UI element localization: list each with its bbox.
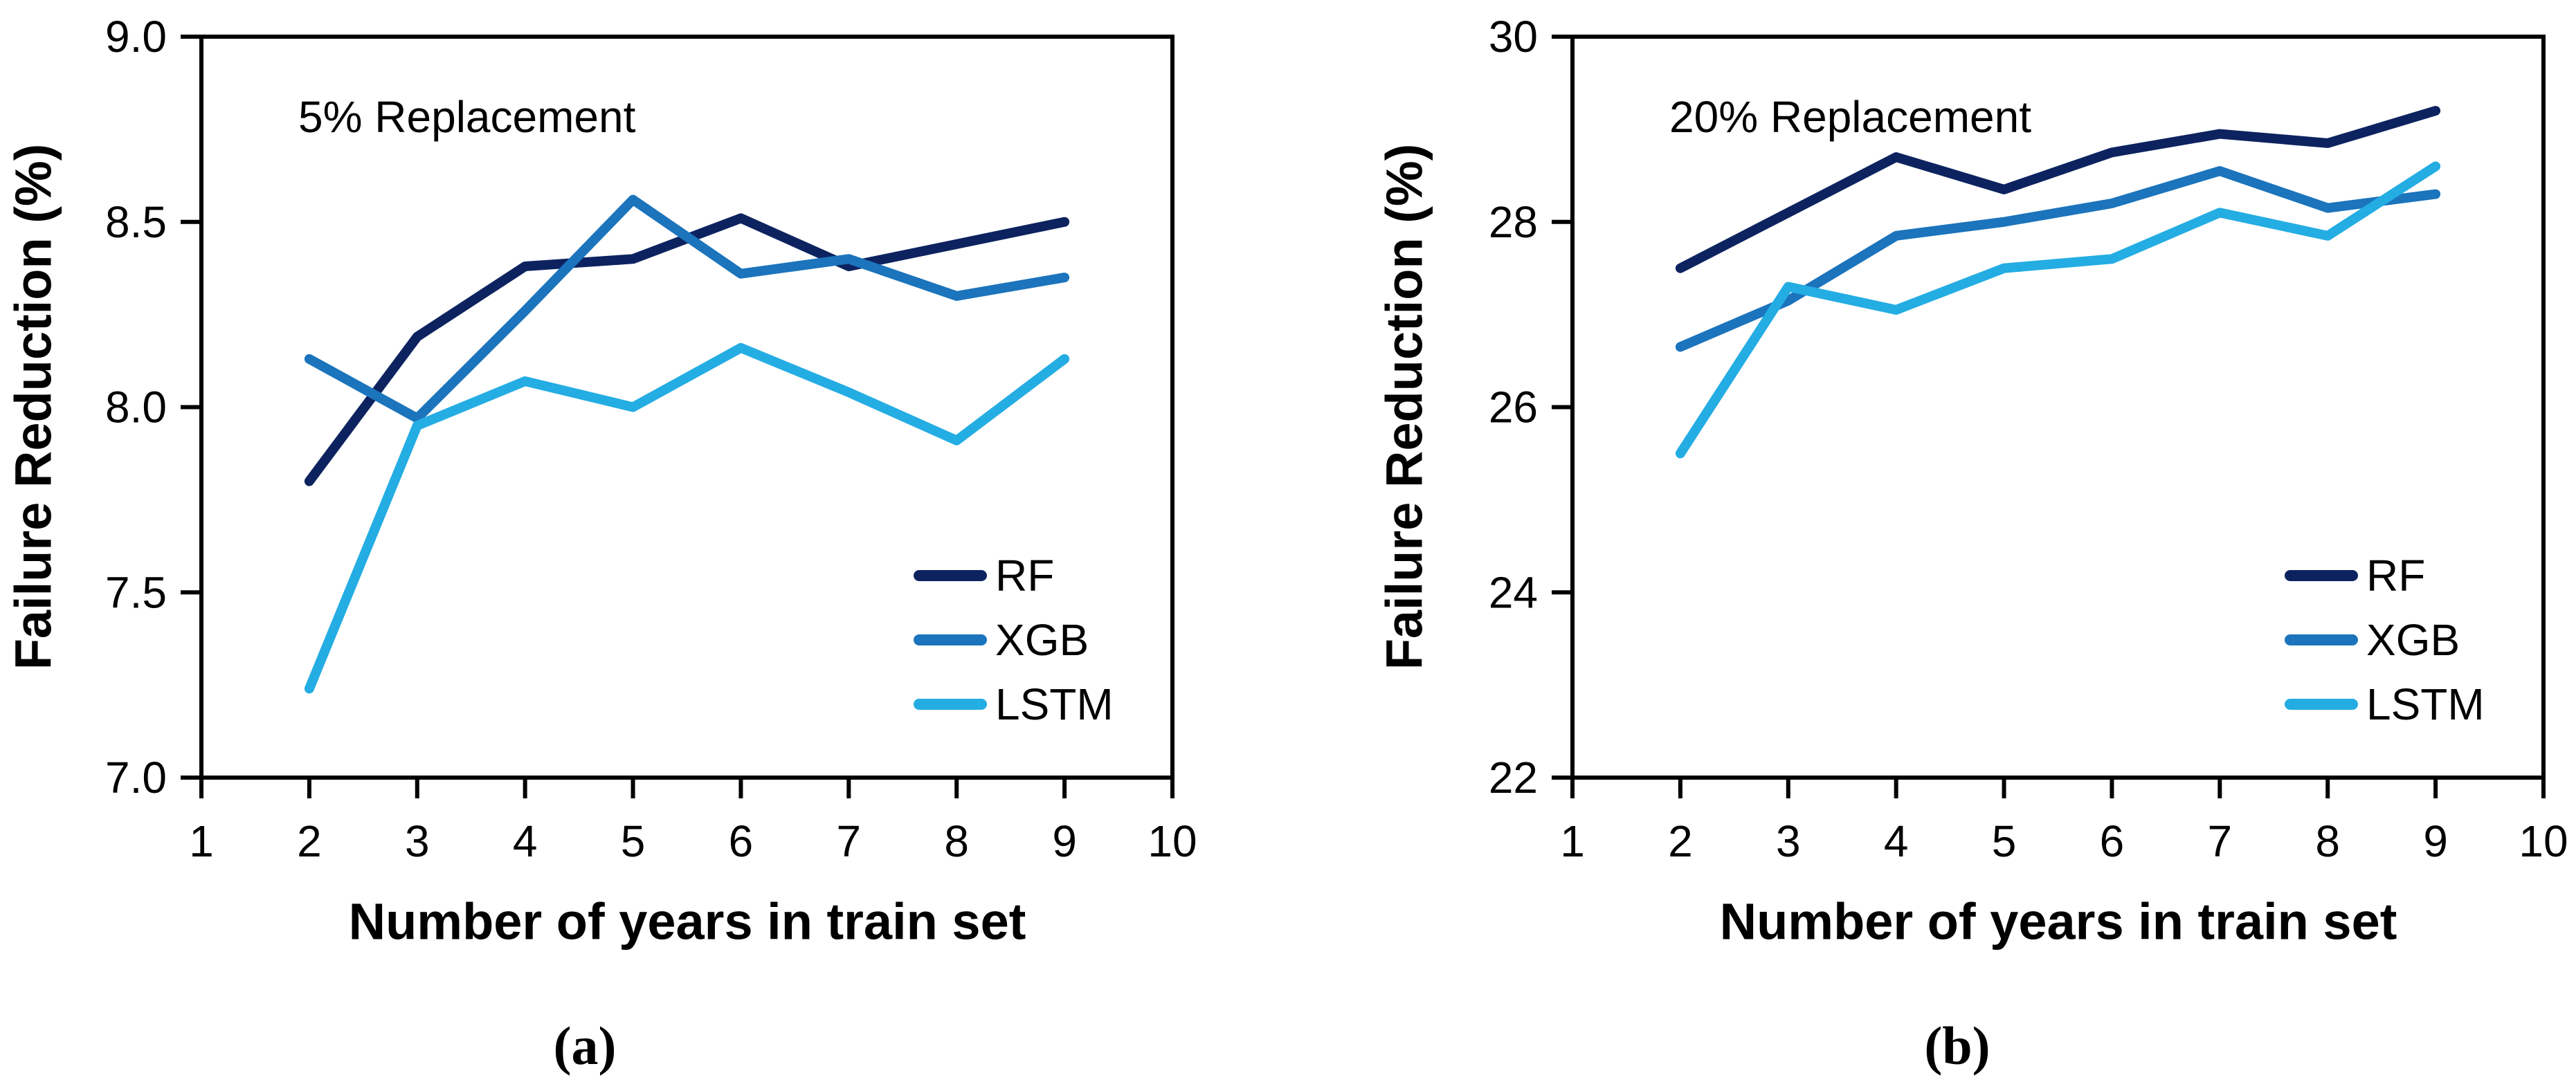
- lstm-line-swatch: [2285, 698, 2358, 710]
- legend-label-rf: RF: [995, 550, 1055, 600]
- legend-b: RF XGB LSTM: [2285, 543, 2485, 736]
- caption-b: (b): [1924, 1016, 1990, 1076]
- x-tick-label: 3: [405, 816, 430, 866]
- y-tick-label: 30: [1489, 12, 1538, 62]
- legend-label-rf: RF: [2366, 550, 2426, 600]
- x-tick-label: 5: [1992, 816, 2017, 866]
- x-tick-label: 9: [1052, 816, 1077, 866]
- legend-item-lstm: LSTM: [2285, 672, 2485, 736]
- x-tick-label: 5: [621, 816, 646, 866]
- legend-label-lstm: LSTM: [2366, 679, 2485, 729]
- x-axis-label-a: Number of years in train set: [348, 892, 1026, 951]
- y-tick-label: 26: [1489, 383, 1538, 432]
- x-tick-label: 9: [2423, 816, 2448, 866]
- x-tick-label: 8: [944, 816, 969, 866]
- x-tick-label: 6: [2100, 816, 2125, 866]
- x-tick-label: 7: [837, 816, 862, 866]
- y-tick-label: 9.0: [105, 12, 167, 62]
- series-line-rf: [1675, 106, 2441, 273]
- legend-a: RF XGB LSTM: [914, 543, 1114, 736]
- series-line-xgb: [304, 194, 1070, 423]
- x-tick-label: 6: [729, 816, 754, 866]
- legend-item-rf: RF: [2285, 543, 2485, 607]
- x-tick-label: 3: [1776, 816, 1801, 866]
- panel-annotation-b: 20% Replacement: [1669, 92, 2031, 142]
- y-tick-label: 24: [1489, 567, 1538, 617]
- x-tick-label: 1: [1560, 816, 1585, 866]
- series-line-lstm: [1675, 161, 2441, 459]
- y-tick-label: 8.0: [105, 383, 167, 432]
- x-tick-label: 4: [1884, 816, 1909, 866]
- series-line-lstm: [304, 342, 1070, 694]
- caption-a: (a): [553, 1016, 617, 1076]
- x-tick-label: 2: [297, 816, 322, 866]
- rf-line-swatch: [2285, 569, 2358, 581]
- legend-label-xgb: XGB: [2366, 614, 2460, 665]
- x-tick-label: 10: [1148, 816, 1197, 866]
- y-tick-label: 7.0: [105, 753, 167, 803]
- xgb-line-swatch: [914, 634, 987, 645]
- y-tick-label: 8.5: [105, 197, 167, 247]
- lstm-line-swatch: [914, 698, 987, 710]
- y-tick-label: 22: [1489, 753, 1538, 803]
- y-tick-label: 7.5: [105, 567, 167, 617]
- legend-label-lstm: LSTM: [995, 679, 1114, 729]
- legend-label-xgb: XGB: [995, 614, 1089, 665]
- x-tick-label: 1: [189, 816, 214, 866]
- legend-item-lstm: LSTM: [914, 672, 1114, 736]
- x-tick-label: 2: [1668, 816, 1693, 866]
- y-tick-label: 28: [1489, 197, 1538, 247]
- y-axis-label-b: Failure Reduction (%): [1375, 143, 1433, 670]
- x-tick-label: 10: [2519, 816, 2568, 866]
- y-axis-label-a: Failure Reduction (%): [4, 143, 62, 670]
- legend-item-xgb: XGB: [914, 607, 1114, 672]
- x-tick-label: 8: [2315, 816, 2340, 866]
- legend-item-xgb: XGB: [2285, 607, 2485, 672]
- x-tick-label: 7: [2208, 816, 2233, 866]
- panel-annotation-a: 5% Replacement: [298, 92, 636, 142]
- x-tick-label: 4: [513, 816, 538, 866]
- legend-item-rf: RF: [914, 543, 1114, 607]
- x-axis-label-b: Number of years in train set: [1719, 892, 2397, 951]
- rf-line-swatch: [914, 569, 987, 581]
- xgb-line-swatch: [2285, 634, 2358, 645]
